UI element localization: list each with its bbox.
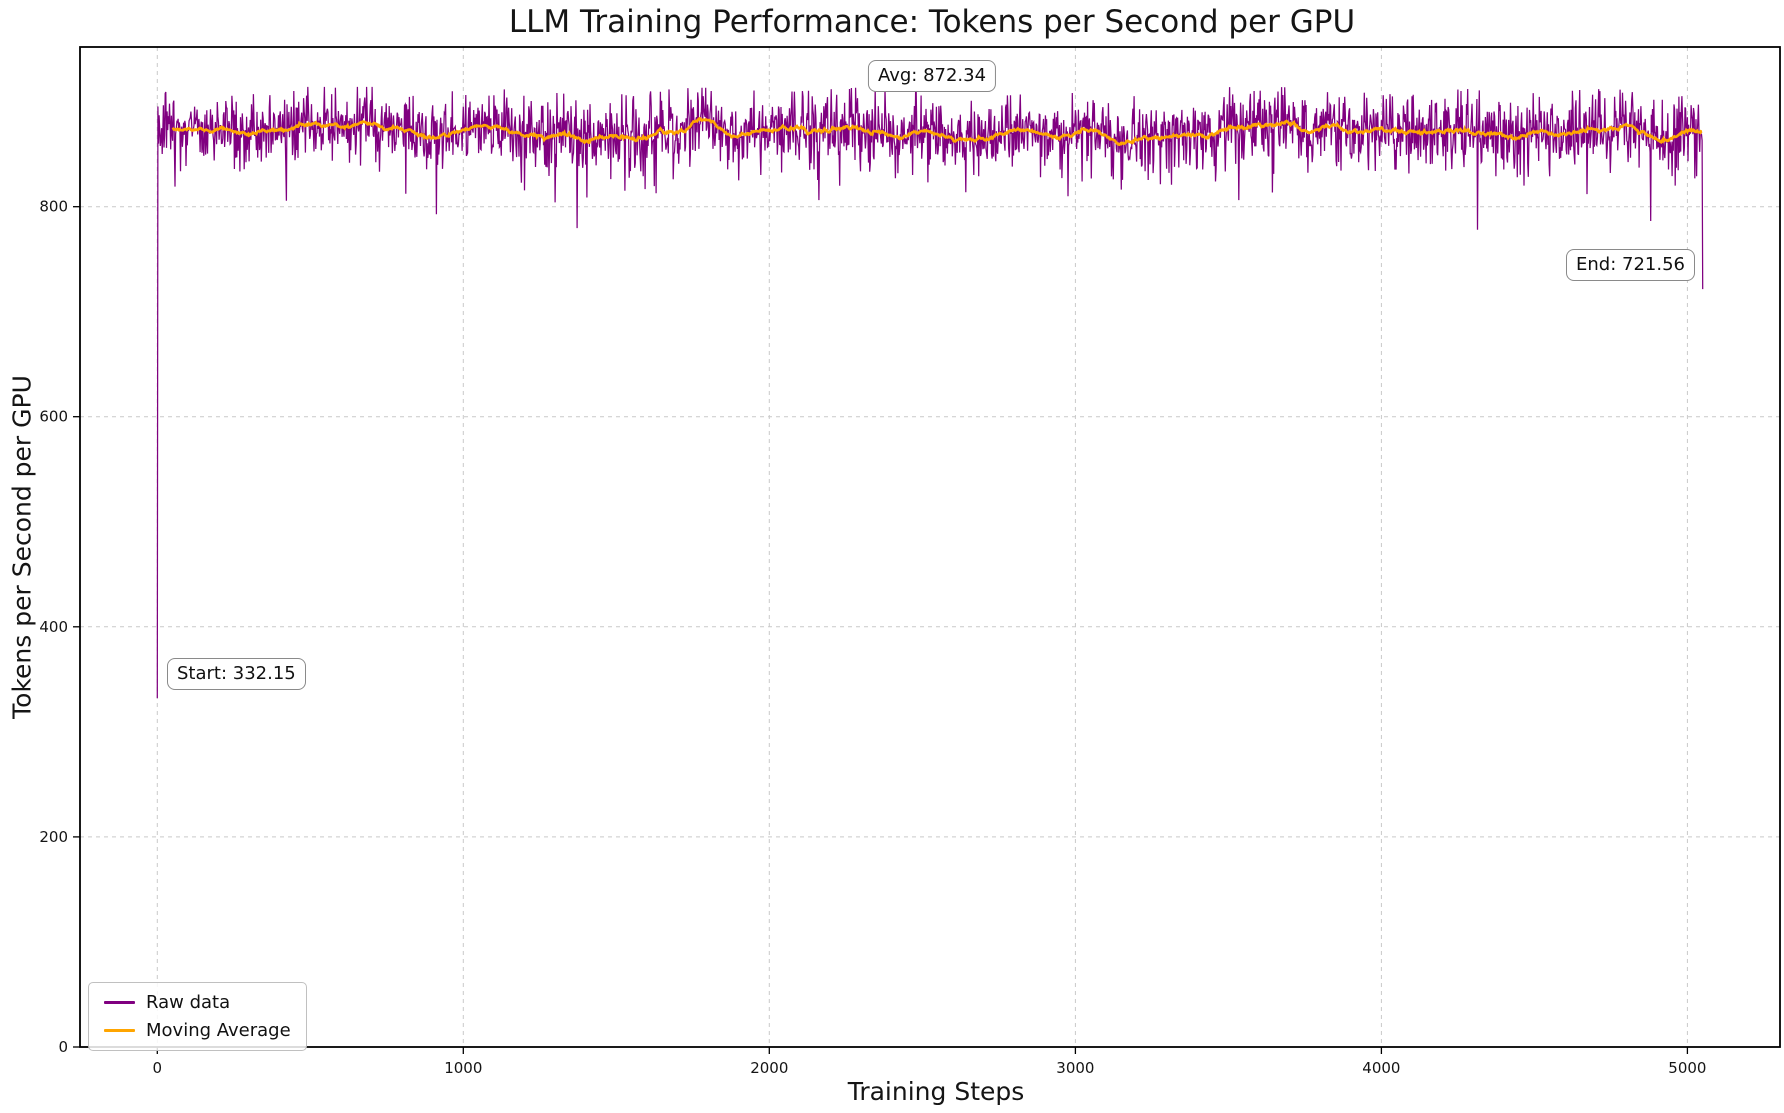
- raw-data-line: [156, 86, 1704, 699]
- y-tick-label: 200: [39, 828, 68, 846]
- annotation-end: End: 721.56: [1566, 249, 1695, 282]
- chart-title: LLM Training Performance: Tokens per Sec…: [508, 4, 1356, 40]
- axes-frame: [79, 46, 1781, 1048]
- legend: Raw data Moving Average: [88, 982, 307, 1051]
- moving-average-line: [171, 117, 1703, 147]
- legend-item: Raw data: [104, 992, 291, 1013]
- y-tick-label: 800: [39, 198, 68, 216]
- y-tick-label: 0: [58, 1038, 68, 1056]
- y-tick-label: 600: [39, 408, 68, 426]
- legend-label: Moving Average: [146, 1020, 291, 1041]
- x-tick-label: 3000: [1056, 1059, 1094, 1077]
- annotation-start: Start: 332.15: [167, 658, 306, 691]
- annotation-avg: Avg: 872.34: [867, 60, 997, 93]
- legend-line-swatch: [104, 1000, 135, 1005]
- y-tick-label: 400: [39, 618, 68, 636]
- x-tick-label: 2000: [750, 1059, 788, 1077]
- y-axis-label: Tokens per Second per GPU: [7, 375, 37, 719]
- x-tick-label: 1000: [444, 1059, 482, 1077]
- x-tick-label: 5000: [1668, 1059, 1706, 1077]
- x-tick-label: 4000: [1362, 1059, 1400, 1077]
- x-tick-label: 0: [153, 1059, 163, 1077]
- x-axis-label: Training Steps: [847, 1077, 1025, 1106]
- legend-label: Raw data: [146, 992, 231, 1013]
- legend-line-swatch: [104, 1028, 135, 1033]
- legend-item: Moving Average: [104, 1020, 291, 1041]
